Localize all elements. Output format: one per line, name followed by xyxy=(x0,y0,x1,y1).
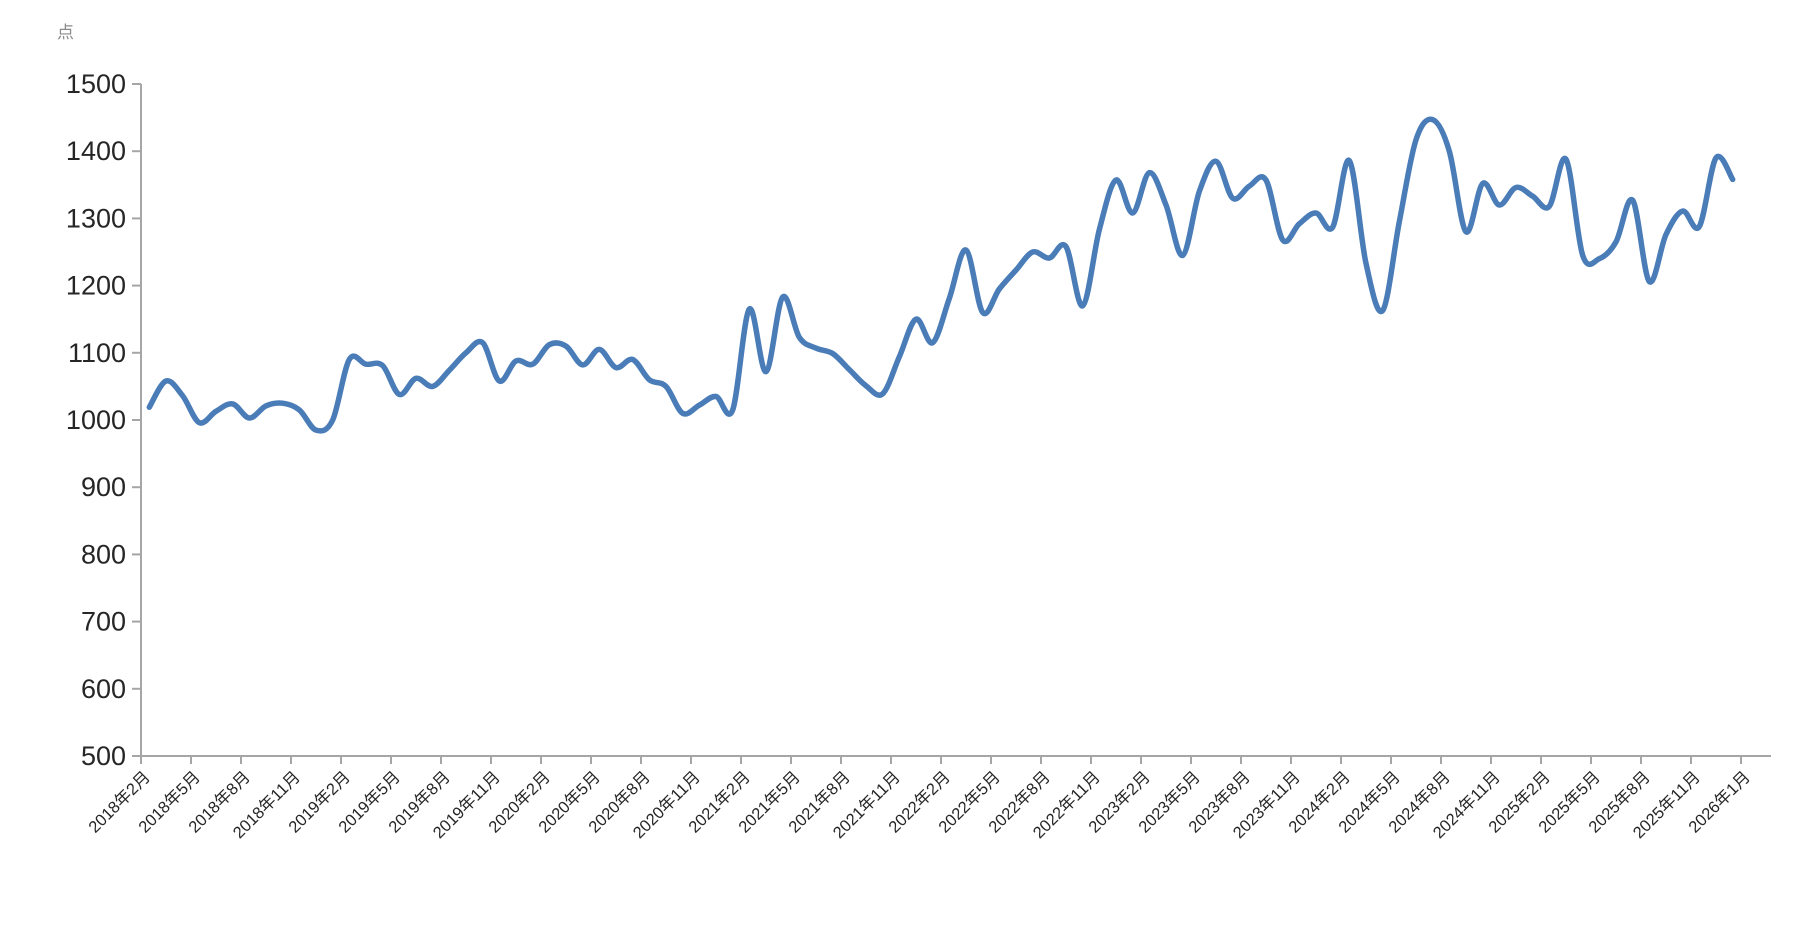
y-axis-tick-label: 1400 xyxy=(66,136,126,166)
y-axis-tick-label: 700 xyxy=(81,607,126,637)
series-line xyxy=(146,116,1736,434)
y-axis-tick-label: 800 xyxy=(81,539,126,569)
y-axis-tick-label: 1300 xyxy=(66,203,126,233)
y-axis-tick-label: 1500 xyxy=(66,69,126,99)
y-axis-tick-label: 1100 xyxy=(68,338,126,368)
y-axis-tick-label: 1000 xyxy=(66,405,126,435)
y-axis-tick-label: 1200 xyxy=(66,271,126,301)
y-axis-tick-label: 600 xyxy=(81,674,126,704)
y-axis-unit-label: 点 xyxy=(57,23,75,42)
y-axis-tick-label: 900 xyxy=(81,472,126,502)
y-axis-tick-label: 500 xyxy=(81,741,126,771)
